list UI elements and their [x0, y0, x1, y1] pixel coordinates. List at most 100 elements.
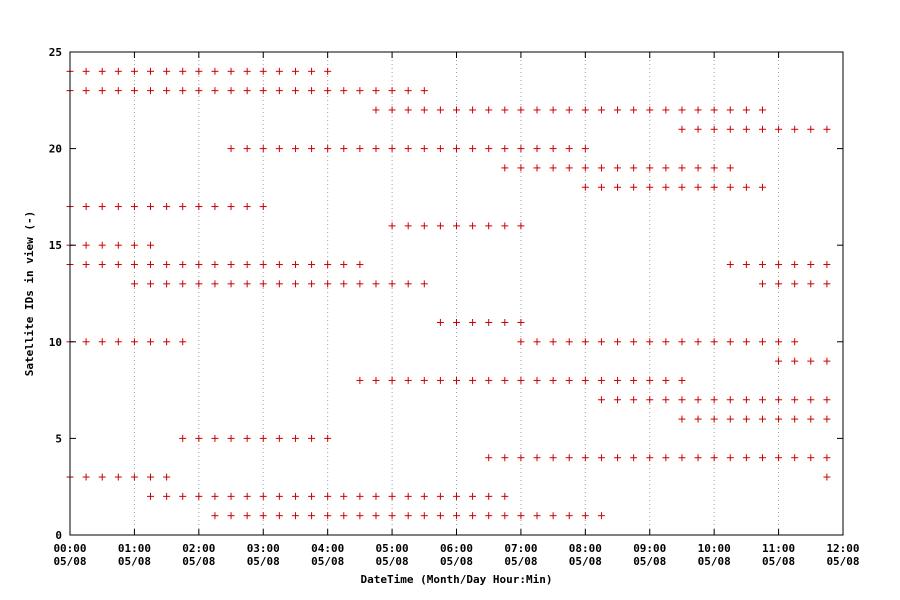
data-point: [275, 261, 283, 269]
data-point: [114, 87, 122, 95]
data-point: [565, 145, 573, 153]
data-point: [114, 241, 122, 249]
data-point: [517, 145, 525, 153]
x-tick-label-date: 05/08: [826, 555, 859, 568]
data-point: [726, 106, 734, 114]
data-point: [710, 396, 718, 404]
data-point: [259, 203, 267, 211]
data-point: [710, 125, 718, 133]
data-point: [597, 338, 605, 346]
data-point: [758, 106, 766, 114]
data-point: [758, 415, 766, 423]
data-point: [372, 512, 380, 520]
data-point: [130, 203, 138, 211]
x-tick-label-date: 05/08: [762, 555, 795, 568]
data-point: [581, 338, 589, 346]
data-point: [694, 454, 702, 462]
data-point: [324, 145, 332, 153]
data-point: [227, 145, 235, 153]
data-point: [630, 106, 638, 114]
data-point: [147, 338, 155, 346]
data-point: [775, 280, 783, 288]
x-tick-label-time: 11:00: [762, 542, 795, 555]
data-point: [243, 434, 251, 442]
data-point: [581, 164, 589, 172]
data-point: [420, 492, 428, 500]
data-point: [98, 87, 106, 95]
x-tick-label-date: 05/08: [698, 555, 731, 568]
data-point: [436, 145, 444, 153]
data-point: [485, 492, 493, 500]
data-point: [758, 183, 766, 191]
data-point: [195, 87, 203, 95]
data-point: [453, 145, 460, 153]
data-point: [372, 145, 380, 153]
data-point: [308, 261, 316, 269]
data-point: [308, 492, 316, 500]
data-point: [646, 106, 654, 114]
data-point: [259, 280, 267, 288]
data-point: [404, 145, 412, 153]
data-point: [275, 87, 283, 95]
data-point: [791, 280, 799, 288]
data-point: [775, 415, 783, 423]
data-point: [243, 203, 251, 211]
data-point: [436, 512, 444, 520]
data-point: [453, 512, 460, 520]
data-point: [130, 473, 138, 481]
data-point: [807, 415, 815, 423]
data-point: [823, 415, 831, 423]
data-point: [195, 67, 203, 75]
data-point: [98, 261, 106, 269]
data-point: [823, 280, 831, 288]
data-point: [758, 125, 766, 133]
data-point: [259, 145, 267, 153]
data-point: [469, 106, 477, 114]
data-point: [324, 280, 332, 288]
data-point: [501, 318, 509, 326]
data-point: [227, 434, 235, 442]
data-point: [130, 67, 138, 75]
y-tick-label: 10: [49, 336, 62, 349]
data-point: [324, 434, 332, 442]
data-point: [420, 87, 428, 95]
data-point: [356, 280, 364, 288]
data-point: [807, 396, 815, 404]
data-point: [308, 280, 316, 288]
data-point: [517, 376, 525, 384]
y-tick-label: 5: [55, 432, 62, 445]
data-point: [710, 338, 718, 346]
data-point: [549, 512, 557, 520]
data-point: [324, 261, 332, 269]
data-point: [195, 261, 203, 269]
data-point: [533, 454, 541, 462]
data-point: [114, 67, 122, 75]
data-point: [259, 67, 267, 75]
data-point: [726, 164, 734, 172]
data-point: [436, 318, 444, 326]
data-point: [356, 87, 364, 95]
data-point: [147, 87, 155, 95]
data-point: [775, 357, 783, 365]
data-point: [469, 376, 477, 384]
data-point: [82, 338, 90, 346]
data-point: [807, 280, 815, 288]
data-point: [243, 145, 251, 153]
x-tick-label-time: 04:00: [311, 542, 344, 555]
x-tick-label-date: 05/08: [569, 555, 602, 568]
data-point: [211, 203, 219, 211]
data-point: [742, 183, 750, 191]
data-point: [549, 164, 557, 172]
data-point: [630, 164, 638, 172]
data-point: [775, 396, 783, 404]
data-point: [436, 222, 444, 230]
data-point: [308, 434, 316, 442]
x-tick-label-date: 05/08: [53, 555, 86, 568]
data-point: [597, 376, 605, 384]
data-point: [227, 203, 235, 211]
data-point: [581, 106, 589, 114]
data-point: [791, 338, 799, 346]
data-point: [469, 318, 477, 326]
data-point: [98, 203, 106, 211]
